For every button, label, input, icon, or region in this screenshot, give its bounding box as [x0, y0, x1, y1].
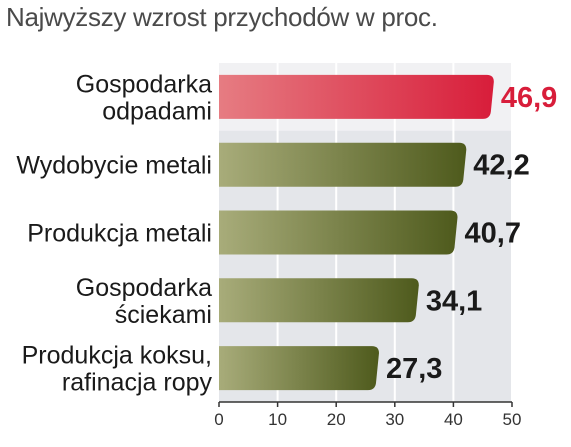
x-tick-label: 40	[444, 410, 463, 429]
value-label: 42,2	[473, 150, 529, 182]
category-label: Produkcja koksu,	[22, 342, 212, 370]
bar	[219, 210, 458, 255]
category-label: Wydobycie metali	[16, 152, 212, 180]
category-label: Gospodarka	[76, 274, 212, 302]
category-label: odpadami	[102, 97, 212, 125]
x-tick-label: 10	[268, 410, 287, 429]
bar	[219, 278, 419, 323]
category-label: Gospodarka	[76, 70, 212, 98]
category-label: ściekami	[115, 301, 212, 329]
bar	[219, 346, 379, 391]
bar	[219, 74, 494, 119]
value-label: 34,1	[426, 285, 482, 317]
x-tick-label: 30	[385, 410, 404, 429]
chart-title: Najwyższy wzrost przychodów w proc.	[6, 2, 438, 32]
value-label: 40,7	[465, 218, 521, 250]
bar	[219, 142, 467, 187]
value-label: 27,3	[386, 353, 442, 385]
value-label: 46,9	[501, 82, 557, 114]
category-label: Produkcja metali	[27, 220, 212, 248]
x-tick-label: 50	[503, 410, 522, 429]
x-tick-label: 20	[327, 410, 346, 429]
category-label: rafinacja ropy	[62, 369, 213, 397]
x-tick-label: 0	[214, 410, 223, 429]
